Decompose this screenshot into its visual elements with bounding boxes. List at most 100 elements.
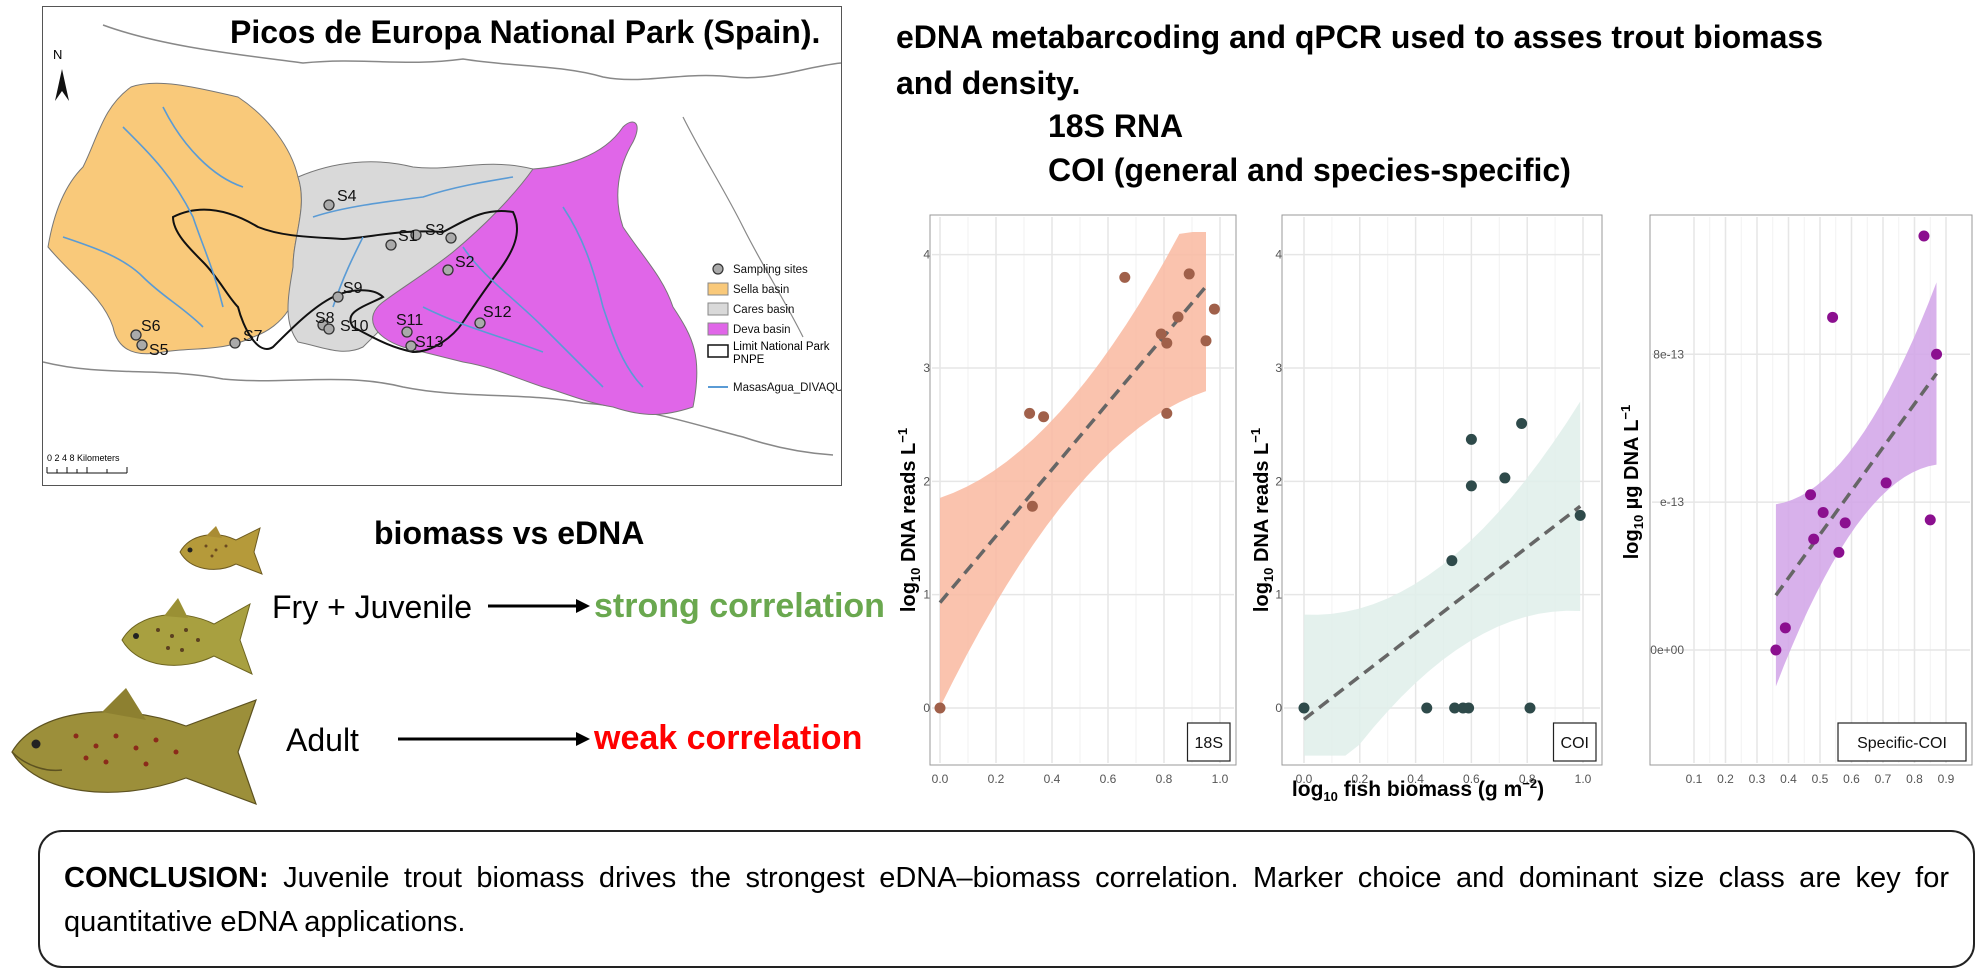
- data-point: [1931, 348, 1943, 360]
- x-tick-label: 0.6: [1843, 772, 1860, 786]
- scale-bar: [46, 467, 128, 474]
- y-tick-label: e-13: [1660, 495, 1684, 509]
- headline-line1: eDNA metabarcoding and qPCR used to asse…: [896, 19, 1823, 55]
- data-point: [1805, 489, 1817, 501]
- chart3-ylabel: log10 µg DNA L−1: [1618, 405, 1646, 560]
- panel-label: Specific-COI: [1857, 735, 1947, 752]
- x-tick-label: 0.4: [1407, 772, 1424, 786]
- svg-text:S13: S13: [415, 334, 444, 351]
- y-tick-label: 0: [1275, 701, 1282, 715]
- data-point: [1463, 702, 1475, 714]
- data-point: [1155, 328, 1167, 340]
- svg-text:S6: S6: [141, 318, 161, 335]
- y-tick-label: 3: [923, 361, 930, 375]
- data-point: [1026, 500, 1038, 512]
- x-tick-label: 0.5: [1812, 772, 1829, 786]
- x-tick-label: 0.4: [1780, 772, 1797, 786]
- panel-label-box: [1837, 722, 1967, 762]
- marker-coi: COI (general and species-specific): [1048, 152, 1571, 188]
- marker-18s: 18S RNA: [1048, 108, 1184, 144]
- svg-text:S2: S2: [455, 254, 475, 271]
- fry-fish-icon: [179, 526, 263, 575]
- sella-basin: [47, 82, 302, 355]
- panel-label-box: [1186, 722, 1231, 762]
- panel-label: 18S: [1195, 735, 1223, 752]
- svg-text:Sampling sites: Sampling sites: [733, 264, 808, 276]
- data-point: [1524, 702, 1536, 714]
- data-point: [1817, 506, 1829, 518]
- legend-site-icon: [712, 263, 724, 275]
- y-tick-label: 4: [1275, 248, 1282, 262]
- data-point: [1516, 418, 1528, 430]
- data-point: [1880, 477, 1892, 489]
- chart-2: 0.0 0.2 0.4 0.6 0.8 1.0 0 1 2 3 4 COI: [1275, 214, 1603, 786]
- data-point: [1918, 230, 1930, 242]
- y-tick-label: 2: [923, 474, 930, 488]
- y-tick-label: 3: [1275, 361, 1282, 375]
- data-point: [1161, 337, 1173, 349]
- data-point: [1770, 644, 1782, 656]
- data-point: [1449, 702, 1461, 714]
- svg-text:S9: S9: [343, 280, 363, 297]
- data-point: [1183, 268, 1195, 280]
- x-tick-label: 0.2: [1351, 772, 1368, 786]
- y-tick-label: 1: [923, 588, 930, 602]
- x-tick-label: 1.0: [1575, 772, 1592, 786]
- data-point: [1827, 311, 1839, 323]
- svg-text:S10: S10: [340, 318, 369, 335]
- svg-text:S1: S1: [398, 228, 418, 245]
- svg-text:S3: S3: [425, 222, 445, 239]
- headline: eDNA metabarcoding and qPCR used to asse…: [896, 14, 1823, 106]
- x-tick-label: 0.8: [1519, 772, 1536, 786]
- map-panel: N S4 S1 S3 S2 S9 S8 S10 S11: [42, 6, 843, 486]
- data-point: [1038, 411, 1050, 423]
- y-tick-label: 0: [923, 701, 930, 715]
- x-tick-label: 0.6: [1463, 772, 1480, 786]
- x-tick-label: 0.1: [1686, 772, 1703, 786]
- chart2-ylabel: log10 DNA reads L−1: [1248, 428, 1276, 612]
- charts-area: log10 DNA reads L−1 log10 DNA reads L−1 …: [895, 214, 1973, 804]
- x-tick-label: 0.2: [1717, 772, 1734, 786]
- svg-text:Deva basin: Deva basin: [733, 324, 791, 336]
- x-tick-label: 0.4: [1044, 772, 1061, 786]
- data-point: [1119, 271, 1131, 283]
- headline-line2: and density.: [896, 65, 1081, 101]
- data-point: [1161, 407, 1173, 419]
- y-tick-label: 1: [1275, 588, 1282, 602]
- panel-label-box: [1552, 722, 1597, 762]
- conclusion-text: Juvenile trout biomass drives the strong…: [64, 862, 1949, 938]
- adult-fish-icon: [11, 688, 257, 806]
- svg-text:S4: S4: [337, 188, 357, 205]
- juvenile-fish-icon: [121, 598, 253, 675]
- x-tick-label: 0.8: [1156, 772, 1173, 786]
- panel-label: COI: [1561, 735, 1589, 752]
- x-tick-label: 0.0: [932, 772, 949, 786]
- basin-map: N S4 S1 S3 S2 S9 S8 S10 S11: [42, 24, 843, 474]
- svg-text:Sella basin: Sella basin: [733, 284, 789, 296]
- site-labels: S4 S1 S3 S2 S9 S8 S10 S11 S13 S12 S6 S5 …: [141, 188, 512, 359]
- x-tick-label: 0.8: [1906, 772, 1923, 786]
- data-point: [1924, 514, 1936, 526]
- strong-correlation-label: strong correlation: [594, 587, 885, 625]
- chart-3: 0.1 0.2 0.3 0.4 0.5 0.6 0.7 0.8 0.9 0e+00 e-13 8e-1…: [1649, 214, 1973, 786]
- park-limit: [171, 208, 518, 354]
- y-tick-label: 4: [923, 248, 930, 262]
- data-point: [934, 702, 946, 714]
- north-label: N: [53, 47, 62, 62]
- adult-label: Adult: [286, 722, 359, 758]
- confidence-band: [940, 232, 1206, 708]
- svg-text:S8: S8: [315, 310, 335, 327]
- data-point: [1465, 433, 1477, 445]
- y-tick-label: 2: [1275, 474, 1282, 488]
- x-tick-label: 0.6: [1100, 772, 1117, 786]
- weak-correlation-label: weak correlation: [594, 719, 863, 757]
- y-tick-label: 8e-13: [1653, 347, 1684, 361]
- scale-label: 0 2 4 8 Kilometers: [47, 453, 120, 463]
- data-point: [1779, 622, 1791, 634]
- y-tick-label: 0e+00: [1650, 643, 1684, 657]
- data-point: [1499, 472, 1511, 484]
- data-point: [1298, 702, 1310, 714]
- fit-line: [1302, 504, 1582, 721]
- svg-text:Cares basin: Cares basin: [733, 304, 794, 316]
- data-point: [1208, 303, 1220, 315]
